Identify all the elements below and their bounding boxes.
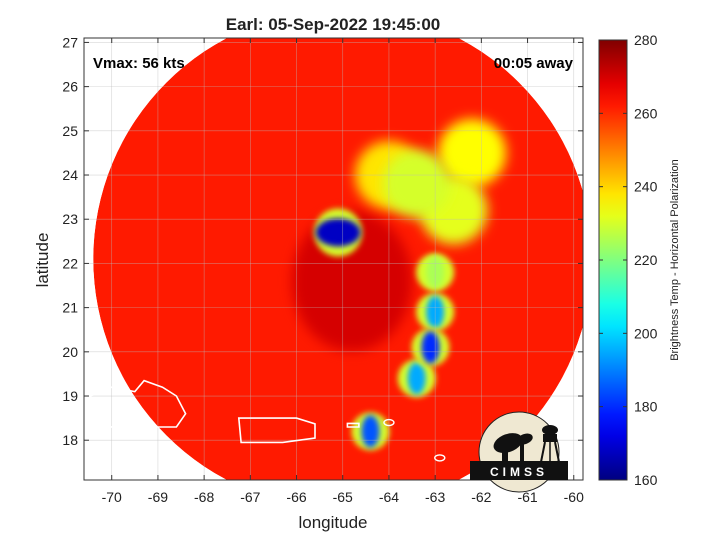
x-axis-label: longitude: [298, 513, 367, 532]
colorbar-label: Brightness Temp - Horizontal Polarizatio…: [669, 159, 681, 361]
brightness-temp-feature-1: [438, 118, 507, 187]
y-tick-label: 24: [62, 167, 78, 183]
coastline-hispaniola: [84, 379, 187, 433]
coastline-islet: [383, 418, 395, 427]
y-tick-label: 18: [62, 432, 78, 448]
x-tick-label: -70: [102, 489, 122, 505]
brightness-temp-feature-3: [382, 149, 451, 218]
colorbar-tick-label: 220: [634, 252, 658, 268]
x-tick-label: -66: [286, 489, 306, 505]
brightness-temp-feature-8: [421, 331, 440, 364]
x-tick-label: -69: [148, 489, 168, 505]
x-tick-label: -62: [471, 489, 491, 505]
colorbar-tick-label: 260: [634, 105, 658, 121]
y-axis-ticks: 18 19 20 21 22 23 24 25 26 27: [62, 34, 583, 448]
coastline-islet: [434, 454, 446, 462]
cimss-logo: CIMSS: [470, 411, 568, 493]
y-tick-label: 27: [62, 34, 78, 50]
y-tick-label: 22: [62, 255, 78, 271]
x-tick-label: -68: [194, 489, 214, 505]
x-tick-label: -65: [333, 489, 353, 505]
colorbar: 160 180 200 220 240 260 280 Brightness Temp - …: [598, 32, 681, 488]
coastline-puerto-rico: [237, 417, 316, 444]
y-tick-label: 20: [62, 344, 78, 360]
colorbar-gradient: [598, 39, 628, 481]
y-tick-label: 26: [62, 79, 78, 95]
y-tick-label: 25: [62, 123, 78, 139]
y-tick-label: 19: [62, 388, 78, 404]
x-tick-label: -67: [240, 489, 260, 505]
colorbar-tick-label: 180: [634, 399, 658, 415]
brightness-temp-feature-6: [407, 362, 426, 395]
colorbar-tick-label: 200: [634, 325, 658, 341]
cimss-logo-text: CIMSS: [490, 465, 548, 479]
y-tick-label: 21: [62, 300, 78, 316]
plot-frame: [83, 37, 584, 481]
x-tick-label: -60: [564, 489, 584, 505]
colorbar-tick-label: 160: [634, 472, 658, 488]
x-tick-label: -61: [517, 489, 537, 505]
x-tick-label: -63: [425, 489, 445, 505]
vmax-annotation: Vmax: 56 kts: [93, 55, 185, 72]
plot-area: [83, 37, 584, 481]
y-axis-label: latitude: [33, 233, 52, 288]
chart-title: Earl: 05-Sep-2022 19:45:00: [226, 15, 441, 34]
y-tick-label: 23: [62, 211, 78, 227]
x-tick-label: -64: [379, 489, 399, 505]
colorbar-ticks: 160 180 200 220 240 260 280: [599, 32, 658, 488]
x-axis-ticks: -70 -69 -68 -67 -66 -65 -64 -63 -62 -61 -60: [102, 38, 584, 505]
brightness-temp-feature-7: [361, 415, 380, 448]
colorbar-tick-label: 280: [634, 32, 658, 48]
brightness-temp-feature-9: [315, 218, 361, 247]
colorbar-tick-label: 240: [634, 179, 658, 195]
time-away-annotation: 00:05 away: [494, 55, 574, 72]
coastlines: [84, 379, 497, 480]
coastline-virgin-islands: [346, 422, 360, 428]
